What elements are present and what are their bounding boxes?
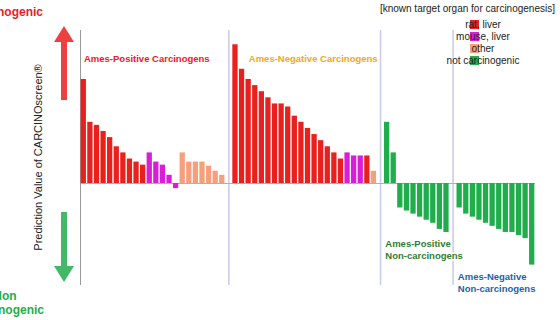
svg-text:other: other xyxy=(472,43,495,54)
svg-text:not carcinogenic: not carcinogenic xyxy=(447,55,520,66)
svg-text:Prediction Value of CARCINOscr: Prediction Value of CARCINOscreen® xyxy=(32,64,44,250)
svg-text:[known target organ for carcin: [known target organ for carcinogenesis] xyxy=(380,3,555,14)
svg-text:Carcinogenic: Carcinogenic xyxy=(0,5,43,19)
svg-text:mouse, liver: mouse, liver xyxy=(456,31,511,42)
svg-text:Non-carcinogenic: Non-carcinogenic xyxy=(0,289,44,317)
svg-text:Ames-Positive Carcinogens: Ames-Positive Carcinogens xyxy=(84,53,210,64)
svg-text:Ames-Negative Carcinogens: Ames-Negative Carcinogens xyxy=(249,53,378,64)
svg-text:rat, liver: rat, liver xyxy=(465,19,501,30)
svg-text:Ames-PositiveNon-carcinogens: Ames-PositiveNon-carcinogens xyxy=(385,238,463,261)
svg-text:Ames-NegativeNon-carcinogens: Ames-NegativeNon-carcinogens xyxy=(458,271,536,294)
